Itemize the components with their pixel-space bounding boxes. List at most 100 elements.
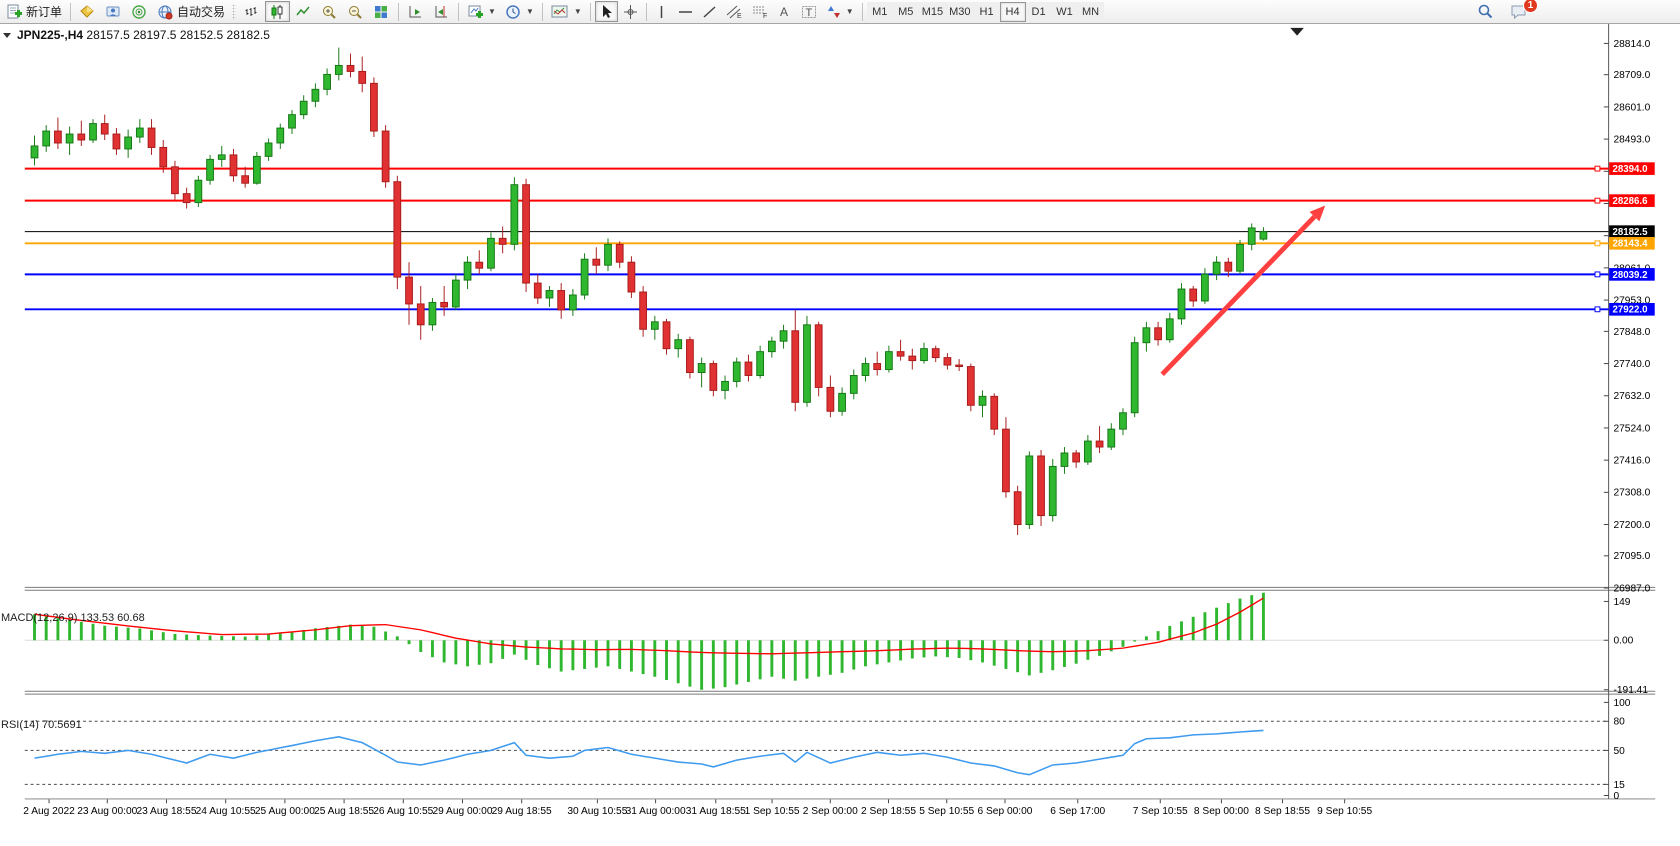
macd-signal-line — [34, 597, 1264, 655]
chart-title: JPN225-,H4 28157.5 28197.5 28152.5 28182… — [3, 28, 270, 42]
candle-body — [393, 181, 402, 278]
line-handle[interactable] — [1594, 306, 1601, 313]
candlestick-chart-type-button[interactable] — [265, 1, 291, 22]
line-chart-icon — [296, 6, 310, 15]
auto-scroll-button[interactable] — [403, 1, 428, 22]
fibonacci-button[interactable]: F — [748, 1, 773, 22]
autotrade-button[interactable]: 自动交易 — [153, 1, 229, 22]
new-chart-button[interactable]: ▼ — [463, 1, 500, 22]
notifications-button[interactable]: 1 — [1506, 0, 1538, 22]
line-handle[interactable] — [1594, 271, 1601, 278]
candle-body — [1177, 288, 1186, 320]
candle-body — [627, 261, 636, 293]
arrows-button[interactable]: ▼ — [823, 1, 858, 22]
zoom-out-button[interactable] — [343, 1, 368, 22]
line-handle[interactable] — [1594, 165, 1601, 172]
candle-body — [194, 179, 203, 204]
chart-shift-marker-icon[interactable] — [1290, 27, 1304, 36]
candle-body — [557, 290, 566, 311]
equidistant-channel-button[interactable]: E — [722, 1, 747, 22]
toolbar-handle — [232, 3, 237, 20]
cursor-button[interactable] — [594, 1, 618, 22]
trendline-button[interactable] — [698, 1, 721, 22]
signals-button[interactable] — [127, 1, 152, 22]
toolbar-separator — [645, 2, 647, 21]
crosshair-button[interactable] — [619, 1, 642, 22]
expert-button[interactable] — [75, 1, 100, 22]
candle-body — [545, 290, 554, 299]
bar-chart-type-button[interactable] — [239, 1, 264, 22]
line-handle[interactable] — [1594, 240, 1601, 247]
channel-icon: E — [726, 5, 742, 20]
text-label-icon: T — [801, 5, 816, 19]
profiles-button[interactable]: ▼ — [501, 1, 538, 22]
template-button[interactable]: ▼ — [547, 1, 586, 22]
chart-window[interactable]: 28814.028709.028601.028493.028385.028277… — [0, 24, 1680, 846]
candle-body — [1119, 412, 1127, 430]
svg-text:A: A — [780, 5, 788, 19]
new-order-button[interactable]: 新订单 — [2, 1, 66, 22]
tile-windows-button[interactable] — [369, 1, 394, 22]
chart-canvas[interactable]: 28814.028709.028601.028493.028385.028277… — [0, 24, 1680, 846]
candle-body — [1013, 491, 1022, 526]
toolbar: 新订单 自动交易 — [0, 0, 1680, 24]
candle-body — [604, 243, 612, 266]
candle-body — [264, 142, 273, 157]
timeframe-w1-button[interactable]: W1 — [1051, 1, 1078, 22]
candle-body — [1236, 243, 1244, 272]
timeframe-h4-button[interactable]: H4 — [999, 1, 1026, 22]
price-badge — [1609, 225, 1655, 238]
candle-body — [334, 64, 343, 75]
line-chart-type-button[interactable] — [291, 1, 316, 22]
candle-body — [1095, 440, 1104, 448]
timeframe-d1-button[interactable]: D1 — [1025, 1, 1052, 22]
timeframe-mn-button[interactable]: MN — [1077, 1, 1104, 22]
timeframe-m30-button[interactable]: M30 — [946, 1, 974, 22]
chart-shift-button[interactable] — [429, 1, 454, 22]
one-click-trading-caret-icon[interactable] — [3, 32, 11, 38]
trend-arrow[interactable] — [1160, 205, 1326, 377]
zoom-in-button[interactable] — [317, 1, 342, 22]
candle-body — [826, 386, 835, 412]
rsi-axis-label: 0 — [1613, 791, 1619, 802]
candle-body — [252, 155, 261, 184]
candle-body — [721, 380, 729, 391]
candle-body — [463, 261, 472, 281]
price-tick-label: 27740.0 — [1613, 359, 1650, 370]
crosshair-icon — [623, 4, 637, 19]
candle-body — [908, 355, 917, 362]
rsi-indicator-label: RSI(14) 70.5691 — [1, 719, 82, 731]
candle-body — [311, 88, 320, 102]
trend-arrow-head[interactable] — [1309, 205, 1326, 222]
price-tick-label: 27416.0 — [1613, 456, 1650, 467]
text-button[interactable]: A — [774, 1, 796, 22]
timeframe-m5-button[interactable]: M5 — [892, 1, 919, 22]
candle-body — [955, 364, 963, 368]
line-handle[interactable] — [1594, 197, 1601, 204]
chart-ohlc-label: 28157.5 28197.5 28152.5 28182.5 — [86, 28, 270, 42]
candle-body — [346, 64, 355, 72]
vertical-line-button[interactable] — [651, 1, 673, 22]
community-button[interactable] — [101, 1, 126, 22]
timeframe-m15-button[interactable]: M15 — [918, 1, 947, 22]
text-label-button[interactable]: T — [797, 1, 822, 22]
search-button[interactable] — [1473, 1, 1498, 22]
price-badge-label: 28039.2 — [1613, 270, 1648, 281]
trend-arrow-shaft[interactable] — [1160, 214, 1317, 377]
horizontal-line-button[interactable] — [674, 1, 697, 22]
timeframe-h1-button[interactable]: H1 — [973, 1, 1000, 22]
price-tick-label: 27200.0 — [1613, 520, 1650, 531]
price-tick-label: 27848.0 — [1613, 327, 1650, 338]
candle-body — [592, 258, 601, 266]
bar-chart-icon — [245, 6, 257, 16]
price-tick-label: 28601.0 — [1613, 102, 1650, 113]
candle-body — [732, 361, 741, 382]
sonar-icon — [132, 4, 146, 19]
candle-body — [276, 127, 285, 144]
price-tick-label: 27953.0 — [1613, 295, 1650, 306]
candle-body — [767, 340, 776, 353]
candle-body — [370, 82, 378, 132]
timeframe-m1-button[interactable]: M1 — [866, 1, 893, 22]
toolbar-separator — [458, 2, 460, 21]
